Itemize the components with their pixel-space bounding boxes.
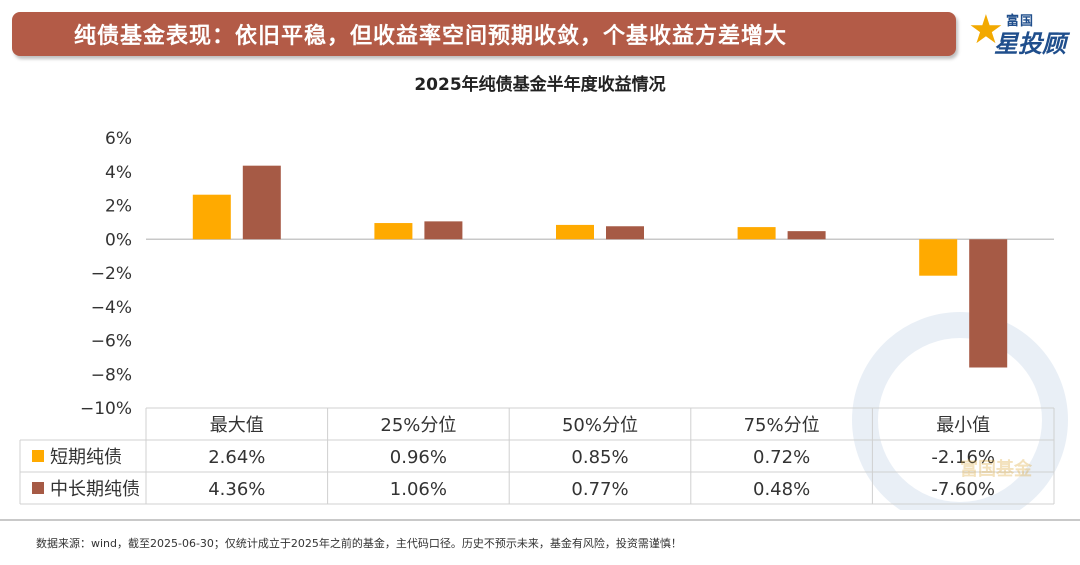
logo-top-text: 富国 [1006, 14, 1035, 29]
bar-short-term [192, 194, 231, 240]
logo-main-text: 星投顾 [994, 30, 1066, 58]
y-tick-label: −2% [91, 264, 132, 284]
data-value-label: 1.06% [390, 479, 447, 500]
footer-divider [0, 519, 1080, 521]
category-label: 75%分位 [744, 415, 820, 436]
legend-swatch [32, 482, 44, 494]
bar-short-term [556, 224, 594, 240]
y-tick-label: −4% [91, 298, 132, 318]
category-label: 最小值 [936, 415, 990, 436]
y-tick-label: 0% [105, 230, 132, 250]
title-banner: 纯债基金表现：依旧平稳，但收益率空间预期收敛，个基收益方差增大 [12, 12, 956, 56]
bar-short-term [737, 227, 776, 240]
y-tick-label: −6% [91, 332, 132, 352]
bar-mid-long-term [787, 231, 826, 240]
banner-title: 纯债基金表现：依旧平稳，但收益率空间预期收敛，个基收益方差增大 [74, 24, 788, 49]
y-tick-label: −8% [91, 365, 132, 385]
brand-logo: ★ 富国 星投顾 [968, 6, 1078, 58]
data-value-label: 2.64% [208, 447, 265, 468]
data-value-label: 0.85% [571, 447, 628, 468]
legend-series-name: 中长期纯债 [50, 479, 140, 500]
legend-swatch [32, 450, 44, 462]
bar-short-term [919, 239, 958, 276]
category-label: 50%分位 [562, 415, 638, 436]
data-value-label: -7.60% [931, 479, 995, 500]
bar-chart: 6% 4% 2% 0% −2% −4% −6% −8% −10% 最大值 25%分位 50%分位 75%… [19, 129, 1068, 510]
data-value-label: 0.72% [753, 447, 810, 468]
y-tick-label: 4% [105, 163, 132, 183]
data-value-label: 0.96% [390, 447, 447, 468]
data-value-label: -2.16% [931, 447, 995, 468]
legend-series-name: 短期纯债 [50, 447, 122, 468]
bar-mid-long-term [242, 165, 281, 240]
bar-mid-long-term [969, 239, 1008, 368]
y-tick-label: 6% [105, 129, 132, 149]
bar-mid-long-term [424, 221, 463, 240]
y-tick-label: 2% [105, 197, 132, 217]
data-value-label: 0.77% [571, 479, 628, 500]
bar-short-term [374, 223, 413, 240]
chart-title: 2025年纯债基金半年度收益情况 [414, 75, 666, 95]
data-value-label: 4.36% [208, 479, 265, 500]
star-icon: ★ [968, 7, 1004, 53]
bar-mid-long-term [606, 226, 644, 240]
watermark-text: 富国基金 [960, 459, 1032, 480]
watermark-emblem-icon [852, 312, 1068, 510]
category-label: 最大值 [210, 415, 264, 436]
y-tick-label: −10% [80, 399, 132, 419]
source-footnote: 数据来源：wind，截至2025-06-30；仅统计成立于2025年之前的基金，… [36, 537, 682, 550]
data-value-label: 0.48% [753, 479, 810, 500]
category-label: 25%分位 [380, 415, 456, 436]
